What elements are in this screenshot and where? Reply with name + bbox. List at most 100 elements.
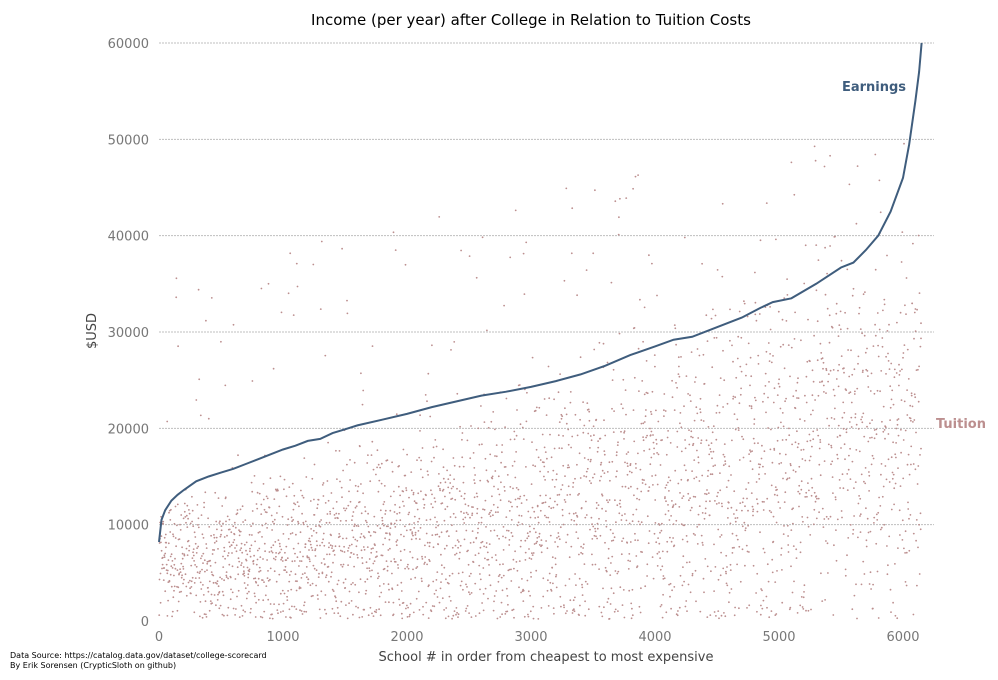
tuition-point [295,589,298,592]
tuition-point [358,591,360,594]
tuition-point [582,547,584,549]
tuition-point [479,479,482,482]
tuition-point [710,317,713,320]
tuition-point [859,515,861,517]
tuition-point [872,607,874,610]
tuition-point [562,435,564,437]
tuition-point [776,570,778,572]
tuition-point [606,471,609,473]
tuition-point [273,498,276,500]
tuition-point [185,514,188,517]
tuition-point [453,341,456,343]
tuition-point [833,544,835,547]
tuition-point [811,369,814,372]
tuition-point [200,514,203,516]
tuition-point [354,484,357,487]
tuition-point [181,546,184,549]
tuition-point [582,431,585,434]
tuition-point [892,403,895,406]
tuition-point [778,462,781,465]
tuition-point [725,486,728,488]
tuition-point [199,414,202,417]
tuition-point [170,565,173,568]
tuition-point [788,477,791,479]
tuition-point [490,420,493,423]
tuition-point [806,440,809,443]
tuition-point [532,605,535,608]
tuition-point [176,524,178,527]
tuition-point [916,308,918,311]
tuition-point [421,558,424,560]
tuition-point [416,508,419,511]
tuition-point [826,272,828,275]
tuition-point [661,616,664,619]
tuition-point [864,482,867,485]
tuition-point [398,604,401,606]
tuition-point [510,580,513,582]
tuition-point [658,524,661,526]
tuition-point [367,614,370,617]
tuition-point [689,400,692,402]
tuition-point [629,463,632,465]
tuition-point [459,425,461,428]
tuition-point [846,268,849,271]
tuition-point [454,498,457,501]
tuition-point [433,605,436,608]
tuition-point [590,439,593,442]
tuition-point [685,469,687,472]
tuition-point [396,584,399,586]
tuition-point [311,535,313,537]
tuition-point [678,365,680,368]
tuition-point [254,595,256,598]
tuition-point [501,613,503,616]
tuition-point [431,344,433,347]
tuition-point [461,571,464,574]
tuition-point [298,565,300,567]
tuition-point [182,565,185,568]
tuition-point [492,503,495,506]
tuition-point [415,537,417,540]
tuition-point [834,235,836,238]
tuition-point [858,306,861,309]
tuition-point [447,478,450,480]
tuition-point [217,593,219,596]
tuition-point [448,595,451,598]
tuition-point [378,585,381,587]
tuition-point [292,519,295,521]
tuition-point [246,566,249,569]
tuition-point [248,590,250,593]
tuition-point [333,549,335,552]
tuition-point [460,249,462,252]
tuition-point [174,557,176,560]
tuition-point [855,449,858,451]
tuition-point [331,588,334,591]
tuition-point [193,531,196,534]
tuition-point [281,560,284,562]
tuition-point [696,449,698,452]
tuition-point [647,542,650,545]
tuition-point [206,562,209,565]
tuition-point [567,464,570,466]
tuition-point [769,328,772,331]
tuition-point [653,447,655,450]
tuition-point [544,451,547,453]
tuition-point [651,262,653,265]
tuition-point [633,440,636,443]
tuition-point [595,418,598,421]
tuition-point [687,492,690,495]
tuition-point [178,538,181,540]
tuition-point [220,533,222,536]
tuition-point [656,483,659,486]
tuition-point [699,411,702,414]
tuition-point [687,393,689,395]
tuition-point [354,583,357,586]
tuition-point [715,336,718,339]
tuition-point [792,469,795,472]
tuition-point [501,451,503,454]
tuition-point [873,429,876,431]
tuition-point [879,528,882,531]
tuition-point [328,546,330,549]
tuition-point [426,563,428,566]
tuition-point [593,473,596,475]
tuition-point [540,551,543,554]
